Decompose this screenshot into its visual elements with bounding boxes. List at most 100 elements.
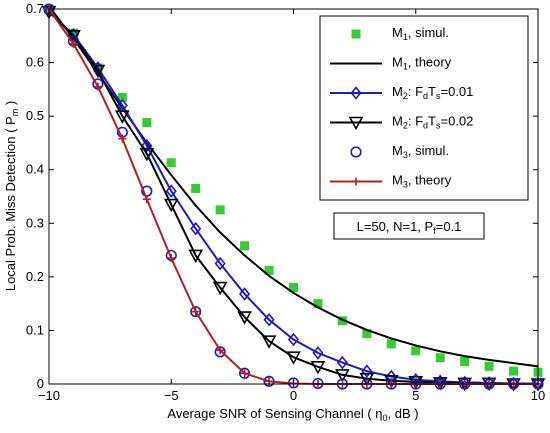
- x-tick-label: 5: [412, 388, 419, 403]
- legend-box: [319, 15, 529, 201]
- data-point: [289, 283, 298, 293]
- legend-label-part: 3: [403, 150, 408, 160]
- y-tick-label: 0.3: [26, 215, 44, 230]
- legend-label-part: M: [392, 173, 403, 188]
- data-point: [188, 249, 204, 264]
- data-point: [142, 118, 152, 128]
- legend-label-part: , simul.: [408, 25, 449, 40]
- data-point: [359, 372, 375, 387]
- legend-label-part: : F: [408, 84, 423, 99]
- annotation-box: [333, 212, 485, 240]
- data-point: [411, 346, 421, 356]
- x-tick-label: 10: [531, 388, 545, 403]
- data-point: [163, 198, 179, 213]
- legend-label: M2: FdTs=0.02: [392, 114, 473, 131]
- x-axis-label: Average SNR of Sensing Channel ( η0, dB …: [167, 406, 418, 423]
- y-tick-label: 0.6: [26, 55, 44, 70]
- data-point: [166, 158, 176, 168]
- legend-marker: [350, 86, 362, 100]
- data-point: [361, 364, 373, 378]
- data-point: [240, 369, 249, 378]
- legend-label-part: , theory: [408, 173, 452, 188]
- legend-label-part: s: [436, 121, 441, 131]
- legend-label-part: 2: [403, 91, 408, 101]
- legend-label-part: T: [428, 114, 436, 129]
- annotation-text-tail: =0.1: [436, 219, 462, 234]
- x-axis-label-sub: 0: [383, 413, 388, 423]
- legend-label-part: M: [392, 84, 403, 99]
- data-point: [212, 281, 228, 296]
- legend-label-part: 1: [403, 32, 408, 42]
- series-line: [48, 10, 538, 385]
- y-axis-label-tail: ): [3, 101, 18, 109]
- legend-entry: M3, theory: [330, 173, 452, 190]
- legend-marker: [351, 29, 361, 39]
- data-point: [313, 299, 323, 309]
- data-point: [386, 339, 396, 349]
- data-point: [240, 241, 250, 251]
- legend-entry: M1, simul.: [351, 25, 449, 42]
- data-point: [190, 221, 202, 236]
- legend-label-part: s: [436, 91, 441, 101]
- legend-label: M1, simul.: [392, 25, 449, 42]
- legend-label-part: M: [392, 143, 403, 158]
- y-tick-label: 0.4: [26, 162, 44, 177]
- data-point: [191, 307, 200, 316]
- x-axis-label-text: Average SNR of Sensing Channel ( η: [167, 406, 382, 421]
- data-point: [408, 376, 424, 390]
- data-point: [69, 39, 78, 48]
- data-point: [215, 205, 225, 215]
- data-point: [264, 265, 274, 275]
- data-point: [335, 369, 350, 383]
- data-point: [68, 28, 78, 38]
- legend-entry: M2: FdTs=0.02: [330, 114, 473, 131]
- y-tick-label: 0: [37, 376, 44, 391]
- data-point: [362, 329, 372, 339]
- legend-label-part: M: [392, 114, 403, 129]
- data-point: [261, 335, 277, 349]
- y-tick-label: 0.5: [26, 108, 44, 123]
- ticks-layer: −10 −5 0 5 10 0 0.1 0.2 0.3 0.4 0.5 0.6 0.7: [26, 1, 545, 403]
- data-point: [190, 306, 202, 318]
- annotation: L=50, N=1, Pf=0.1: [333, 212, 485, 240]
- annotation-text-sub: f: [433, 226, 436, 236]
- legend-label: M3, theory: [392, 173, 452, 190]
- data-point: [141, 138, 153, 153]
- data-point: [509, 366, 519, 376]
- data-point: [239, 287, 251, 301]
- data-point: [93, 82, 102, 91]
- data-point: [435, 353, 445, 363]
- y-tick-label: 0.2: [26, 269, 44, 284]
- legend-label-part: 1: [403, 62, 408, 72]
- y-axis-label-sub: m: [10, 109, 20, 117]
- data-point: [312, 346, 324, 360]
- data-point: [310, 361, 326, 375]
- legend-label-part: d: [423, 91, 428, 101]
- data-point: [460, 357, 470, 366]
- data-point: [214, 256, 226, 271]
- data-point: [286, 351, 301, 365]
- legend-label-part: T: [428, 84, 436, 99]
- legend-label-part: =0.01: [441, 84, 474, 99]
- data-point: [139, 147, 155, 162]
- y-tick-label: 0.1: [26, 322, 44, 337]
- data-point: [66, 29, 81, 44]
- legend-label-part: =0.02: [441, 114, 474, 129]
- legend-entry: M1, theory: [330, 55, 452, 72]
- x-axis-label-tail: , dB ): [388, 406, 419, 421]
- data-point: [191, 183, 201, 193]
- legend-entry: M2: FdTs=0.01: [330, 84, 473, 101]
- data-point: [167, 254, 176, 263]
- annotation-text-main: L=50, N=1, P: [357, 219, 434, 234]
- legend-label-part: M: [392, 25, 403, 40]
- x-tick-label: −10: [38, 388, 60, 403]
- legend-label-part: d: [423, 121, 428, 131]
- data-point: [142, 195, 151, 204]
- x-tick-label: 0: [290, 388, 297, 403]
- legend-label-part: : F: [408, 114, 423, 129]
- legend-marker: [352, 177, 360, 186]
- legend-label-part: 3: [403, 180, 408, 190]
- data-point: [287, 332, 300, 347]
